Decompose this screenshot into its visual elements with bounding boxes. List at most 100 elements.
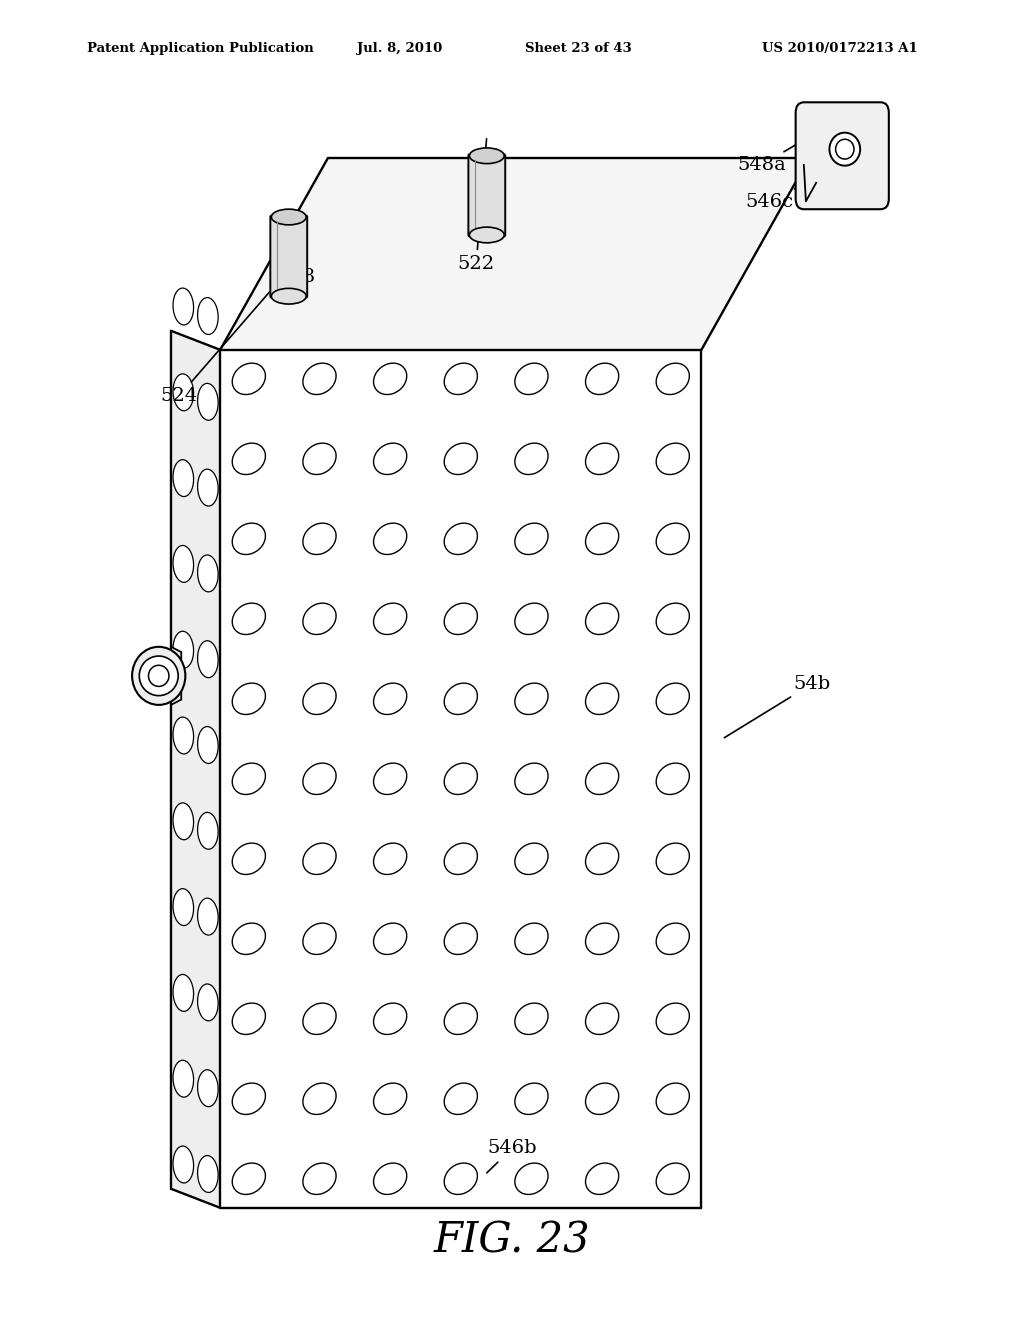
Ellipse shape (515, 923, 548, 954)
Text: FIG. 23: FIG. 23 (434, 1220, 590, 1262)
Ellipse shape (232, 444, 265, 475)
Ellipse shape (198, 383, 218, 420)
FancyBboxPatch shape (270, 215, 307, 297)
Polygon shape (171, 331, 220, 1208)
Ellipse shape (586, 363, 618, 395)
Ellipse shape (374, 763, 407, 795)
Ellipse shape (198, 297, 218, 334)
Ellipse shape (198, 726, 218, 763)
Ellipse shape (444, 444, 477, 475)
Ellipse shape (656, 843, 689, 875)
Ellipse shape (139, 656, 178, 696)
Ellipse shape (656, 682, 689, 714)
Text: 524: 524 (161, 272, 287, 405)
Ellipse shape (374, 1082, 407, 1114)
Ellipse shape (374, 1003, 407, 1035)
Text: 548a: 548a (737, 111, 853, 174)
Ellipse shape (303, 523, 336, 554)
Ellipse shape (303, 603, 336, 635)
Ellipse shape (232, 1163, 265, 1195)
Ellipse shape (444, 763, 477, 795)
Ellipse shape (444, 603, 477, 635)
Ellipse shape (232, 843, 265, 875)
Polygon shape (220, 158, 809, 350)
Ellipse shape (515, 603, 548, 635)
Ellipse shape (303, 763, 336, 795)
Ellipse shape (198, 640, 218, 677)
Ellipse shape (444, 523, 477, 554)
Ellipse shape (586, 523, 618, 554)
Text: 548: 548 (279, 213, 315, 286)
Ellipse shape (656, 363, 689, 395)
Ellipse shape (232, 763, 265, 795)
Ellipse shape (586, 843, 618, 875)
Ellipse shape (656, 1003, 689, 1035)
Ellipse shape (515, 843, 548, 875)
Ellipse shape (586, 1003, 618, 1035)
Ellipse shape (515, 1003, 548, 1035)
Ellipse shape (656, 923, 689, 954)
Ellipse shape (198, 554, 218, 591)
Ellipse shape (656, 444, 689, 475)
Ellipse shape (656, 763, 689, 795)
Ellipse shape (173, 374, 194, 411)
Ellipse shape (303, 843, 336, 875)
Ellipse shape (374, 1163, 407, 1195)
Ellipse shape (303, 363, 336, 395)
Ellipse shape (303, 682, 336, 714)
FancyBboxPatch shape (468, 154, 505, 236)
Ellipse shape (586, 1163, 618, 1195)
Ellipse shape (271, 209, 306, 224)
Ellipse shape (515, 523, 548, 554)
Ellipse shape (656, 523, 689, 554)
Ellipse shape (444, 1082, 477, 1114)
Polygon shape (171, 647, 181, 705)
Ellipse shape (303, 923, 336, 954)
Ellipse shape (656, 603, 689, 635)
Ellipse shape (444, 363, 477, 395)
Ellipse shape (374, 923, 407, 954)
Ellipse shape (444, 1163, 477, 1195)
Ellipse shape (232, 603, 265, 635)
Ellipse shape (444, 682, 477, 714)
Ellipse shape (303, 1003, 336, 1035)
Ellipse shape (173, 1146, 194, 1183)
Ellipse shape (303, 444, 336, 475)
Ellipse shape (374, 363, 407, 395)
Ellipse shape (586, 923, 618, 954)
Ellipse shape (232, 923, 265, 954)
Ellipse shape (586, 1082, 618, 1114)
Ellipse shape (303, 1082, 336, 1114)
Ellipse shape (374, 603, 407, 635)
Ellipse shape (198, 1069, 218, 1106)
Text: Jul. 8, 2010: Jul. 8, 2010 (356, 42, 442, 55)
Ellipse shape (173, 1060, 194, 1097)
Ellipse shape (515, 1082, 548, 1114)
Ellipse shape (198, 898, 218, 935)
Ellipse shape (444, 923, 477, 954)
Ellipse shape (271, 288, 306, 304)
Ellipse shape (515, 1163, 548, 1195)
Ellipse shape (469, 227, 504, 243)
Ellipse shape (374, 682, 407, 714)
Ellipse shape (173, 803, 194, 840)
Ellipse shape (232, 1003, 265, 1035)
Ellipse shape (232, 682, 265, 714)
Ellipse shape (173, 888, 194, 925)
Ellipse shape (173, 717, 194, 754)
Ellipse shape (173, 288, 194, 325)
FancyBboxPatch shape (796, 103, 889, 209)
Ellipse shape (198, 469, 218, 506)
Text: US 2010/0172213 A1: US 2010/0172213 A1 (762, 42, 918, 55)
Ellipse shape (374, 843, 407, 875)
Ellipse shape (303, 1163, 336, 1195)
Text: Sheet 23 of 43: Sheet 23 of 43 (525, 42, 632, 55)
Ellipse shape (198, 812, 218, 849)
Ellipse shape (198, 1155, 218, 1192)
Ellipse shape (444, 843, 477, 875)
Ellipse shape (586, 444, 618, 475)
Ellipse shape (173, 631, 194, 668)
Ellipse shape (829, 133, 860, 166)
Ellipse shape (374, 444, 407, 475)
Ellipse shape (198, 983, 218, 1020)
